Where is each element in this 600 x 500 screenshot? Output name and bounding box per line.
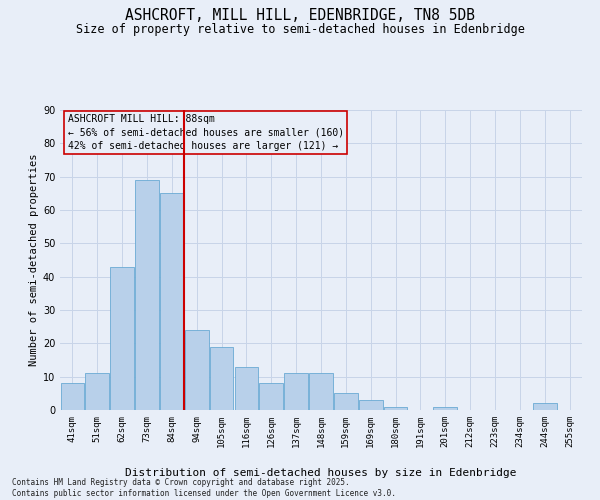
Bar [61,384,84,410]
Bar [359,400,383,410]
Bar [284,374,308,410]
Bar [210,346,233,410]
Bar [85,374,109,410]
Bar [259,384,283,410]
Bar [433,406,457,410]
Bar [135,180,159,410]
Text: Contains HM Land Registry data © Crown copyright and database right 2025.
Contai: Contains HM Land Registry data © Crown c… [12,478,396,498]
Text: Distribution of semi-detached houses by size in Edenbridge: Distribution of semi-detached houses by … [125,468,517,477]
Bar [334,394,358,410]
Bar [185,330,209,410]
Bar [235,366,258,410]
Bar [384,406,407,410]
Bar [110,266,134,410]
Bar [309,374,333,410]
Bar [160,194,184,410]
Text: Size of property relative to semi-detached houses in Edenbridge: Size of property relative to semi-detach… [76,22,524,36]
Bar [533,404,557,410]
Text: ASHCROFT, MILL HILL, EDENBRIDGE, TN8 5DB: ASHCROFT, MILL HILL, EDENBRIDGE, TN8 5DB [125,8,475,22]
Text: ASHCROFT MILL HILL: 88sqm
← 56% of semi-detached houses are smaller (160)
42% of: ASHCROFT MILL HILL: 88sqm ← 56% of semi-… [68,114,344,151]
Y-axis label: Number of semi-detached properties: Number of semi-detached properties [29,154,38,366]
